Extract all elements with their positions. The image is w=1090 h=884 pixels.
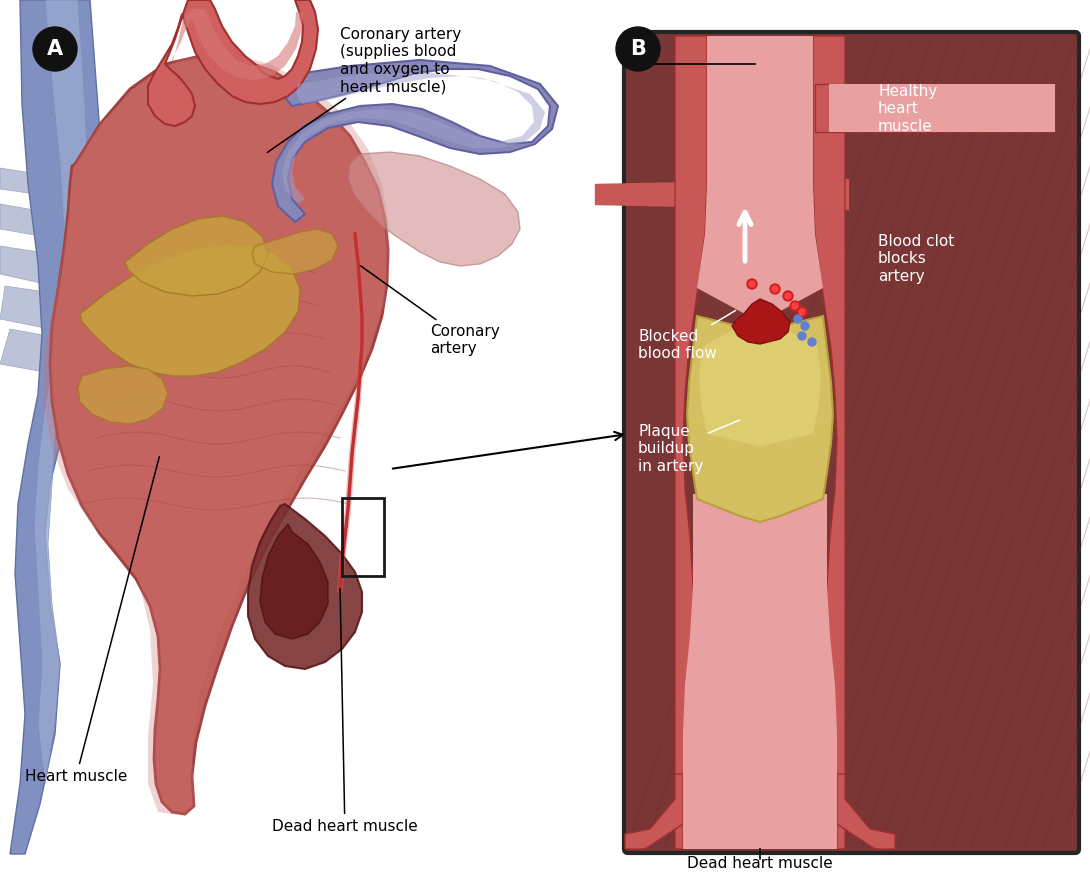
Polygon shape xyxy=(829,84,1055,132)
Polygon shape xyxy=(0,329,65,374)
Text: Blood clot
blocks
artery: Blood clot blocks artery xyxy=(879,234,954,284)
Circle shape xyxy=(794,315,802,323)
Text: A: A xyxy=(47,39,63,59)
Text: Dead heart muscle: Dead heart muscle xyxy=(272,589,417,834)
Polygon shape xyxy=(252,229,338,274)
Circle shape xyxy=(799,309,806,315)
Circle shape xyxy=(798,332,806,340)
Polygon shape xyxy=(50,56,388,814)
Polygon shape xyxy=(261,524,328,639)
Polygon shape xyxy=(732,299,790,344)
Polygon shape xyxy=(697,36,823,322)
Circle shape xyxy=(797,307,807,317)
Circle shape xyxy=(33,27,77,71)
Circle shape xyxy=(770,284,780,294)
Circle shape xyxy=(808,338,816,346)
Polygon shape xyxy=(34,0,88,784)
Polygon shape xyxy=(625,774,683,849)
Polygon shape xyxy=(813,36,845,849)
Polygon shape xyxy=(683,494,837,849)
Polygon shape xyxy=(348,152,520,266)
Circle shape xyxy=(785,293,791,299)
Polygon shape xyxy=(837,774,895,849)
Circle shape xyxy=(792,303,798,309)
Polygon shape xyxy=(815,84,1055,132)
Polygon shape xyxy=(10,0,105,854)
Polygon shape xyxy=(0,168,38,194)
Text: Dead heart muscle: Dead heart muscle xyxy=(687,856,833,871)
Circle shape xyxy=(790,301,800,311)
Polygon shape xyxy=(675,36,707,849)
Polygon shape xyxy=(0,286,60,329)
Polygon shape xyxy=(172,9,303,80)
Polygon shape xyxy=(0,204,46,236)
Text: Coronary artery
(supplies blood
and oxygen to
heart muscle): Coronary artery (supplies blood and oxyg… xyxy=(267,27,461,152)
Bar xyxy=(342,498,384,576)
Bar xyxy=(0,0,600,884)
Polygon shape xyxy=(80,244,300,376)
Polygon shape xyxy=(249,504,362,669)
Polygon shape xyxy=(687,316,833,522)
FancyBboxPatch shape xyxy=(623,32,1079,853)
Text: Healthy
heart
muscle: Healthy heart muscle xyxy=(879,84,937,133)
Text: Coronary
artery: Coronary artery xyxy=(361,265,499,356)
Circle shape xyxy=(783,291,794,301)
Text: B: B xyxy=(630,39,646,59)
Circle shape xyxy=(747,279,756,289)
Circle shape xyxy=(801,322,809,330)
Polygon shape xyxy=(0,246,52,284)
Circle shape xyxy=(772,286,778,292)
Text: Blocked
blood flow: Blocked blood flow xyxy=(638,310,736,362)
Polygon shape xyxy=(78,366,168,424)
Polygon shape xyxy=(282,72,545,204)
Polygon shape xyxy=(148,0,318,126)
Polygon shape xyxy=(699,329,821,446)
Text: Heart muscle: Heart muscle xyxy=(25,457,159,784)
Circle shape xyxy=(749,281,755,287)
Circle shape xyxy=(616,27,661,71)
Polygon shape xyxy=(125,216,268,296)
Polygon shape xyxy=(272,60,558,222)
Polygon shape xyxy=(44,52,390,816)
Text: Plaque
buildup
in artery: Plaque buildup in artery xyxy=(638,420,739,474)
